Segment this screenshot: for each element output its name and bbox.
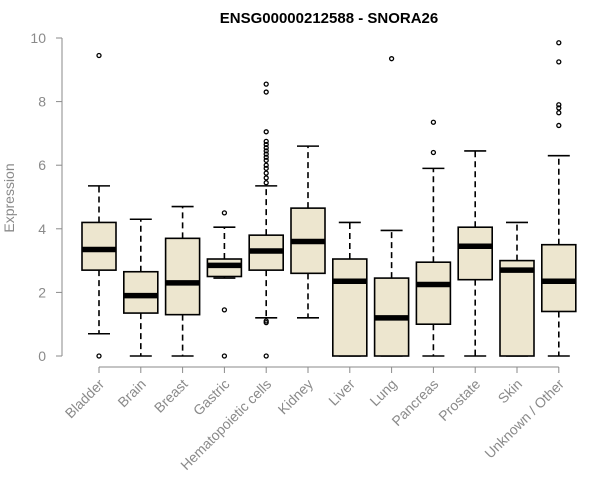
box-iqr (123, 270, 159, 314)
box-gastric (206, 210, 243, 359)
outlier-point (96, 52, 102, 59)
y-tick-label: 8 (38, 94, 46, 110)
outlier-point (263, 141, 269, 148)
x-tick-label: Kidney (275, 376, 317, 418)
outlier-point (263, 89, 269, 95)
outlier-point (263, 165, 269, 172)
box-pancreas (415, 119, 452, 357)
y-axis-label: Expression (1, 163, 17, 232)
x-tick-label: Liver (325, 376, 358, 409)
box-liver (331, 221, 368, 357)
outlier-point (556, 110, 562, 116)
outlier-point (556, 59, 562, 65)
outlier-point (221, 210, 228, 216)
outlier-point (263, 170, 269, 176)
box-iqr (81, 221, 117, 271)
y-tick-label: 2 (38, 284, 46, 300)
x-tick-label: Prostate (435, 376, 483, 424)
x-tick-label: Skin (495, 376, 526, 407)
y-tick-label: 10 (30, 30, 46, 46)
box-iqr (457, 226, 494, 281)
chart-title: ENSG00000212588 - SNORA26 (220, 10, 438, 27)
x-tick-label: Breast (151, 376, 191, 416)
y-tick-label: 0 (38, 348, 46, 364)
outlier-point (556, 122, 562, 129)
box-breast (164, 205, 201, 357)
y-axis: 0 2 4 6 8 10 (30, 30, 63, 364)
box-unknown-other (540, 40, 577, 357)
x-tick-label: Brain (114, 376, 148, 410)
box-skin (499, 221, 535, 357)
outlier-point (263, 151, 269, 157)
outlier-point (263, 157, 269, 164)
box-prostate (457, 150, 494, 357)
outlier-point (221, 307, 228, 313)
outlier-point (263, 175, 269, 181)
outlier-point (556, 40, 562, 46)
x-tick-label: Bladder (62, 376, 108, 422)
box-kidney (290, 145, 326, 319)
outlier-point (556, 105, 562, 111)
box-iqr (540, 243, 577, 313)
outlier-point (263, 318, 269, 324)
outlier-point (263, 180, 269, 186)
box-lung (373, 56, 410, 357)
outlier-point (263, 162, 269, 168)
x-tick-label: Unknown / Other (481, 376, 567, 462)
box-iqr (415, 261, 452, 326)
box-brain (123, 218, 159, 357)
outlier-point (263, 129, 269, 135)
outlier-point (263, 145, 269, 151)
outlier-point (556, 102, 562, 108)
outlier-point (221, 353, 228, 359)
outlier-point (430, 149, 437, 156)
box-iqr (331, 258, 368, 357)
y-tick-label: 6 (38, 157, 46, 173)
outlier-point (263, 353, 269, 359)
outlier-point (388, 56, 395, 62)
outlier-point (96, 353, 102, 359)
box-hematopoietic-cells (248, 81, 284, 359)
outlier-point (430, 119, 437, 125)
x-tick-label: Lung (366, 376, 399, 409)
y-tick-label: 4 (38, 221, 46, 237)
outlier-point (263, 154, 269, 160)
outlier-point (263, 81, 269, 87)
outlier-point (263, 148, 269, 154)
outlier-point (263, 138, 269, 145)
box-iqr (499, 259, 535, 357)
box-bladder (81, 52, 117, 359)
box-iqr (164, 237, 201, 316)
box-series (81, 40, 577, 359)
